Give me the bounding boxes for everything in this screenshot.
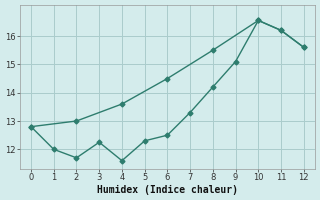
X-axis label: Humidex (Indice chaleur): Humidex (Indice chaleur): [97, 185, 238, 195]
